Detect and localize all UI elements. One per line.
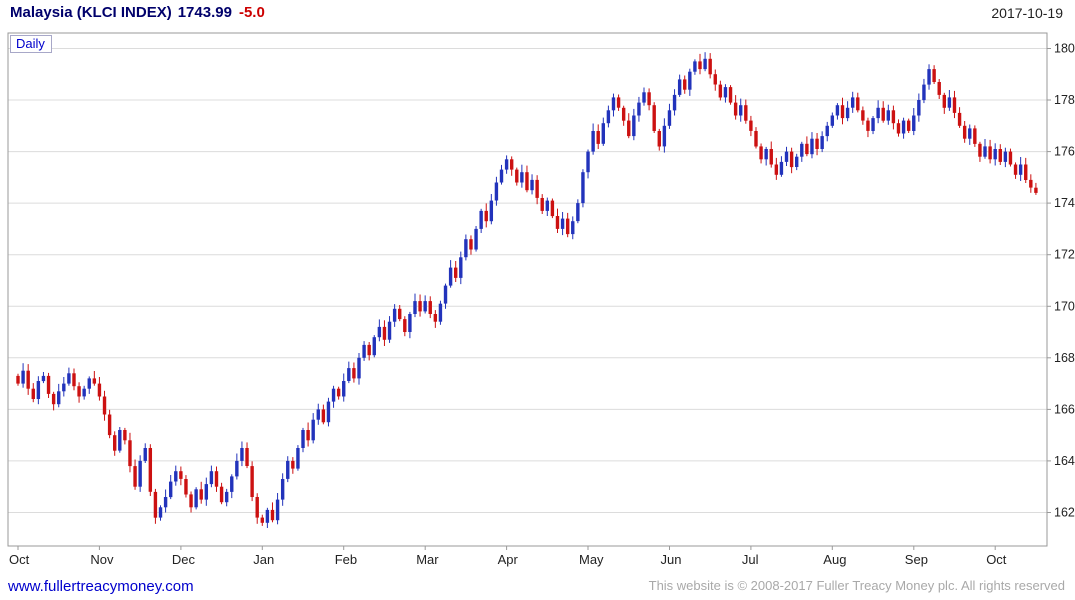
svg-text:1700: 1700: [1054, 299, 1075, 313]
svg-text:Aug: Aug: [823, 552, 846, 567]
chart-date: 2017-10-19: [991, 5, 1063, 21]
svg-text:1620: 1620: [1054, 506, 1075, 520]
svg-text:Jun: Jun: [661, 552, 682, 567]
svg-text:1660: 1660: [1054, 402, 1075, 416]
chart-header: Malaysia (KLCI INDEX) 1743.99 -5.0 2017-10…: [10, 4, 1065, 28]
svg-text:1640: 1640: [1054, 454, 1075, 468]
svg-text:Jan: Jan: [253, 552, 274, 567]
svg-text:Mar: Mar: [416, 552, 439, 567]
svg-text:Apr: Apr: [498, 552, 519, 567]
svg-text:Oct: Oct: [9, 552, 30, 567]
svg-text:1740: 1740: [1054, 196, 1075, 210]
svg-text:Jul: Jul: [742, 552, 759, 567]
svg-text:1680: 1680: [1054, 351, 1075, 365]
svg-text:1720: 1720: [1054, 248, 1075, 262]
svg-text:Dec: Dec: [172, 552, 196, 567]
svg-text:Oct: Oct: [986, 552, 1007, 567]
svg-text:May: May: [579, 552, 604, 567]
instrument-title: Malaysia (KLCI INDEX): [10, 4, 172, 21]
price-change: -5.0: [238, 4, 265, 21]
svg-text:1800: 1800: [1054, 42, 1075, 56]
svg-text:1780: 1780: [1054, 93, 1075, 107]
svg-text:Nov: Nov: [90, 552, 114, 567]
interval-label: Daily: [10, 35, 52, 53]
last-price: 1743.99: [177, 4, 232, 21]
svg-text:Feb: Feb: [335, 552, 357, 567]
svg-text:1760: 1760: [1054, 145, 1075, 159]
footer-link[interactable]: www.fullertreacymoney.com: [8, 578, 194, 595]
svg-text:Sep: Sep: [905, 552, 928, 567]
copyright-text: This website is © 2008-2017 Fuller Treac…: [648, 578, 1065, 593]
